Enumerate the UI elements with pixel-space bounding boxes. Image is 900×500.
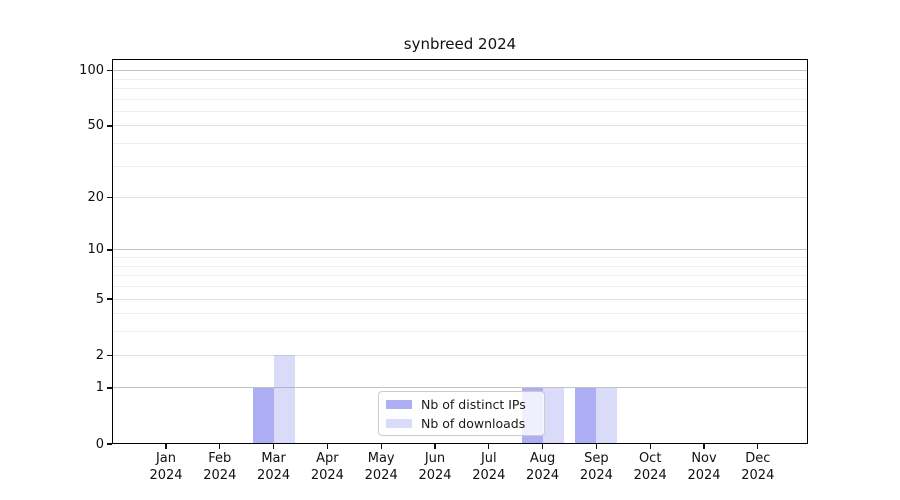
x-tick-month: Oct <box>638 451 662 466</box>
legend-label-distinct-ips: Nb of distinct IPs <box>421 396 526 412</box>
gridline-minor <box>112 110 808 112</box>
x-tick <box>326 444 329 449</box>
x-tick-month: Jul <box>480 451 497 466</box>
x-tick-month: Dec <box>745 451 771 466</box>
x-tick <box>380 444 382 449</box>
bar-distinct-ips-mar <box>252 387 274 444</box>
x-tick-month: May <box>367 451 395 466</box>
gridline-minor <box>112 331 808 333</box>
gridline-minor <box>112 78 808 80</box>
bar-downloads-mar <box>273 355 295 444</box>
y-tick-label: 20 <box>87 190 104 206</box>
y-tick-label: 2 <box>95 347 104 363</box>
x-tick-label: Jun 2024 <box>407 450 463 484</box>
legend-item-downloads: Nb of downloads <box>386 415 536 431</box>
x-tick <box>434 444 436 449</box>
y-tick <box>107 298 112 300</box>
y-tick <box>107 197 112 199</box>
x-tick <box>649 444 651 449</box>
x-tick <box>757 444 759 449</box>
x-tick <box>488 444 490 449</box>
gridline-minor <box>112 286 808 288</box>
x-tick-label: Jan 2024 <box>138 450 194 484</box>
gridline-minor <box>112 165 808 167</box>
chart-title: synbreed 2024 <box>403 35 517 53</box>
x-tick-month: Apr <box>316 451 339 466</box>
plot-area: 100 50 20 10 5 2 1 0 Jan 2024 Feb 2024 Mar 2024 Apr 202… <box>79 59 808 483</box>
x-tick-year: 2024 <box>418 468 452 483</box>
x-tick-label: Feb 2024 <box>192 450 248 484</box>
x-tick-year: 2024 <box>472 468 506 483</box>
bar-downloads-aug <box>542 387 564 444</box>
gridline-labeled <box>112 298 808 300</box>
x-tick <box>542 444 544 449</box>
x-tick <box>273 444 275 449</box>
x-tick-month: Aug <box>529 451 556 466</box>
gridline-labeled <box>112 125 808 127</box>
x-tick-month: Jan <box>155 451 177 466</box>
x-tick-year: 2024 <box>257 468 291 483</box>
y-tick-label: 1 <box>95 380 104 396</box>
y-tick <box>107 354 112 356</box>
x-tick-year: 2024 <box>203 468 237 483</box>
gridline-minor <box>112 257 808 259</box>
y-tick <box>107 69 112 72</box>
y-tick-label: 50 <box>87 118 104 134</box>
x-tick-year: 2024 <box>310 468 344 483</box>
gridline-major <box>112 249 808 251</box>
bar-distinct-ips-sep <box>575 387 597 444</box>
gridline-minor <box>112 143 808 145</box>
gridline-minor <box>112 265 808 267</box>
x-tick-month: Sep <box>584 451 609 466</box>
gridline-major <box>112 70 808 72</box>
x-tick-label: Jul 2024 <box>461 450 517 484</box>
x-tick-month: Jun <box>424 451 446 466</box>
x-tick-label: Mar 2024 <box>246 450 302 484</box>
gridline-minor <box>112 87 808 89</box>
gridline-minor <box>112 313 808 315</box>
y-tick <box>107 125 112 127</box>
gridline-major <box>112 387 808 389</box>
x-tick-label: May 2024 <box>353 450 409 484</box>
x-tick <box>703 444 705 449</box>
y-tick <box>107 443 112 445</box>
x-tick-label: Sep 2024 <box>568 450 624 484</box>
x-tick-month: Nov <box>691 451 717 466</box>
gridline-minor <box>112 275 808 277</box>
y-tick-label: 10 <box>87 242 104 258</box>
x-tick-label: Oct 2024 <box>622 450 678 484</box>
x-tick-year: 2024 <box>741 468 775 483</box>
x-tick-year: 2024 <box>364 468 398 483</box>
gridline-minor <box>112 98 808 100</box>
legend-label-downloads: Nb of downloads <box>421 415 526 431</box>
x-tick-year: 2024 <box>579 468 613 483</box>
x-tick-label: Nov 2024 <box>676 450 732 484</box>
y-tick-label: 5 <box>95 291 104 307</box>
legend-swatch-distinct-ips <box>386 399 412 409</box>
x-tick <box>595 444 598 449</box>
x-tick-label: Apr 2024 <box>299 450 355 484</box>
bar-downloads-sep <box>596 387 618 444</box>
x-tick-month: Mar <box>261 451 286 466</box>
y-tick <box>107 249 112 251</box>
x-tick-label: Dec 2024 <box>730 450 786 484</box>
x-tick <box>219 444 221 449</box>
gridline-labeled <box>112 354 808 356</box>
x-tick-year: 2024 <box>687 468 721 483</box>
legend-swatch-downloads <box>386 418 412 428</box>
y-tick-label: 100 <box>79 63 104 79</box>
legend-item-distinct-ips: Nb of distinct IPs <box>386 396 536 412</box>
x-tick <box>165 444 167 449</box>
x-tick-year: 2024 <box>149 468 183 483</box>
gridline-labeled <box>112 197 808 199</box>
x-tick-year: 2024 <box>633 468 667 483</box>
legend: Nb of distinct IPs Nb of downloads <box>378 391 545 436</box>
x-tick-month: Feb <box>208 451 232 466</box>
y-tick <box>107 387 112 389</box>
y-tick-label: 0 <box>95 436 104 452</box>
x-tick-year: 2024 <box>526 468 560 483</box>
x-tick-label: Aug 2024 <box>515 450 571 484</box>
